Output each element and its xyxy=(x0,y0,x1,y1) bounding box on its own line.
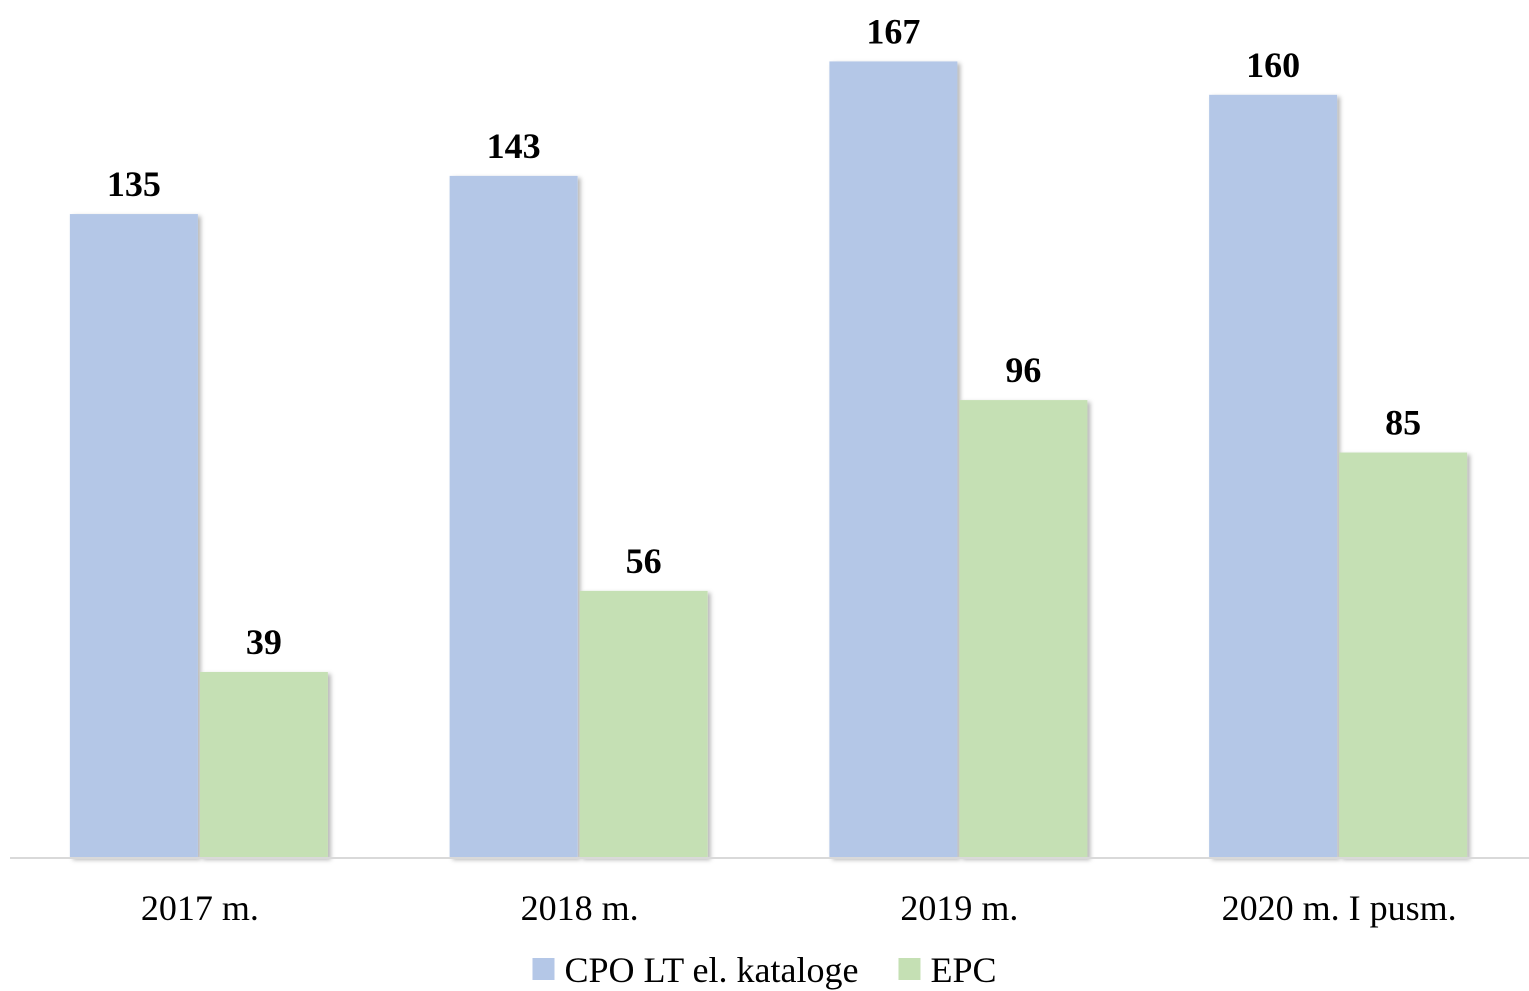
legend-label: CPO LT el. kataloge xyxy=(564,950,858,990)
bars-layer xyxy=(69,61,1468,859)
data-label: 85 xyxy=(1385,403,1421,443)
labels-layer: 135 39 2017 m. 143 56 2018 m. 167 96 2019 m. 160 8… xyxy=(107,11,1457,928)
bar-cpo-1 xyxy=(449,175,578,858)
legend-swatch-cpo xyxy=(532,958,555,980)
bar-cpo-3 xyxy=(1209,94,1338,859)
bar-epc-2 xyxy=(959,400,1088,858)
legend-swatch-epc xyxy=(898,958,921,980)
x-tick-label: 2018 m. xyxy=(521,888,639,928)
bar-epc-0 xyxy=(199,671,328,858)
legend-label: EPC xyxy=(930,950,996,990)
bar-epc-3 xyxy=(1339,452,1468,858)
data-label: 143 xyxy=(487,126,541,166)
x-tick-label: 2019 m. xyxy=(900,888,1018,928)
bar-cpo-2 xyxy=(829,61,958,859)
bar-cpo-0 xyxy=(69,214,198,859)
bar-epc-1 xyxy=(579,590,708,858)
data-label: 39 xyxy=(246,622,282,662)
data-label: 167 xyxy=(866,11,920,51)
data-label: 56 xyxy=(626,541,662,581)
x-tick-label: 2017 m. xyxy=(141,888,259,928)
data-label: 96 xyxy=(1005,350,1041,390)
x-tick-label: 2020 m. I pusm. xyxy=(1222,888,1457,928)
data-label: 160 xyxy=(1246,45,1300,85)
data-label: 135 xyxy=(107,164,161,204)
legend: CPO LT el. kataloge EPC xyxy=(532,950,997,990)
